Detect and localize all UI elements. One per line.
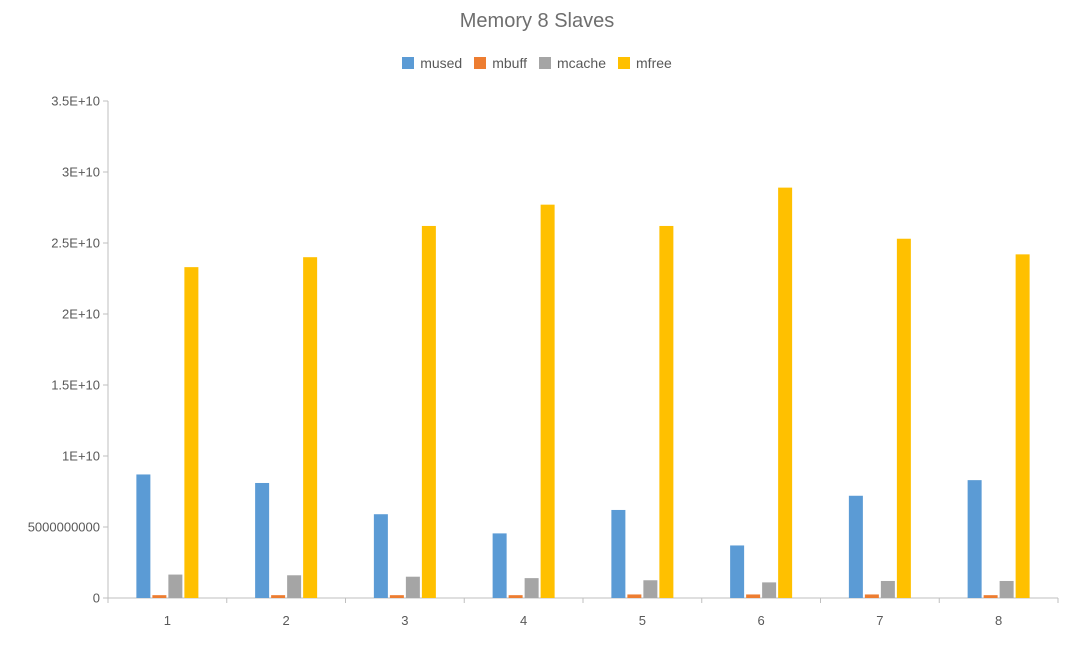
bar-mfree-7: [896, 238, 911, 599]
x-tick-label: 3: [401, 613, 408, 628]
legend: mused mbuff mcache mfree: [0, 55, 1074, 71]
bar-mused-3: [373, 514, 388, 598]
bar-mcache-8: [999, 580, 1014, 598]
bar-mcache-2: [287, 575, 302, 598]
x-tick-label: 4: [520, 613, 527, 628]
legend-item-mbuff: mbuff: [474, 55, 527, 71]
bar-mfree-6: [778, 187, 793, 598]
bar-mcache-7: [880, 580, 895, 598]
legend-swatch-mcache: [538, 57, 551, 69]
legend-label-mused: mused: [420, 55, 463, 71]
bar-mcache-5: [643, 580, 658, 598]
legend-label-mcache: mcache: [556, 55, 607, 71]
bar-mbuff-6: [746, 594, 761, 598]
bar-mbuff-4: [508, 595, 523, 598]
bar-mcache-4: [524, 578, 539, 598]
y-tick-label: 1E+10: [62, 449, 100, 464]
bar-mbuff-7: [864, 594, 879, 598]
bar-mused-1: [136, 474, 151, 598]
chart-title: Memory 8 Slaves: [459, 10, 615, 32]
y-tick-label: 2E+10: [62, 307, 100, 322]
legend-swatch-mbuff: [474, 57, 487, 69]
bar-mcache-3: [405, 576, 420, 598]
legend-item-mfree: mfree: [618, 55, 672, 71]
bar-mused-7: [848, 495, 863, 598]
y-tick-label: 0: [93, 591, 100, 606]
bar-mfree-1: [184, 267, 199, 598]
bar-mbuff-1: [152, 595, 167, 598]
bar-mcache-6: [762, 582, 777, 598]
y-tick-label: 2.5E+10: [51, 236, 100, 251]
y-tick-label: 1.5E+10: [51, 378, 100, 393]
bar-mused-6: [730, 545, 745, 598]
x-tick-label: 2: [283, 613, 290, 628]
bar-mbuff-8: [983, 595, 998, 598]
legend-swatch-mused: [402, 57, 415, 69]
legend-label-mfree: mfree: [636, 55, 672, 71]
bar-mbuff-2: [271, 595, 286, 598]
x-tick-label: 8: [995, 613, 1002, 628]
legend-swatch-mfree: [618, 57, 631, 69]
bar-mused-2: [255, 482, 270, 598]
x-tick-label: 7: [876, 613, 883, 628]
x-tick-label: 5: [639, 613, 646, 628]
y-tick-label: 5000000000: [28, 520, 100, 535]
legend-item-mused: mused: [402, 55, 462, 71]
y-tick-label: 3E+10: [62, 165, 100, 180]
bar-mfree-5: [659, 225, 674, 598]
bar-mfree-4: [540, 204, 555, 598]
x-tick-label: 6: [758, 613, 765, 628]
bar-mused-8: [967, 480, 982, 598]
bar-mbuff-3: [389, 595, 404, 598]
y-tick-label: 3.5E+10: [51, 94, 100, 109]
bar-mused-5: [611, 509, 626, 598]
bar-mfree-3: [421, 225, 436, 598]
bar-mused-4: [492, 533, 507, 598]
legend-label-mbuff: mbuff: [492, 55, 527, 71]
bar-mbuff-5: [627, 594, 642, 598]
legend-item-mcache: mcache: [538, 55, 607, 71]
x-tick-label: 1: [164, 613, 171, 628]
bar-mcache-1: [168, 574, 183, 598]
bar-mfree-8: [1015, 254, 1030, 599]
bar-mfree-2: [303, 257, 318, 598]
